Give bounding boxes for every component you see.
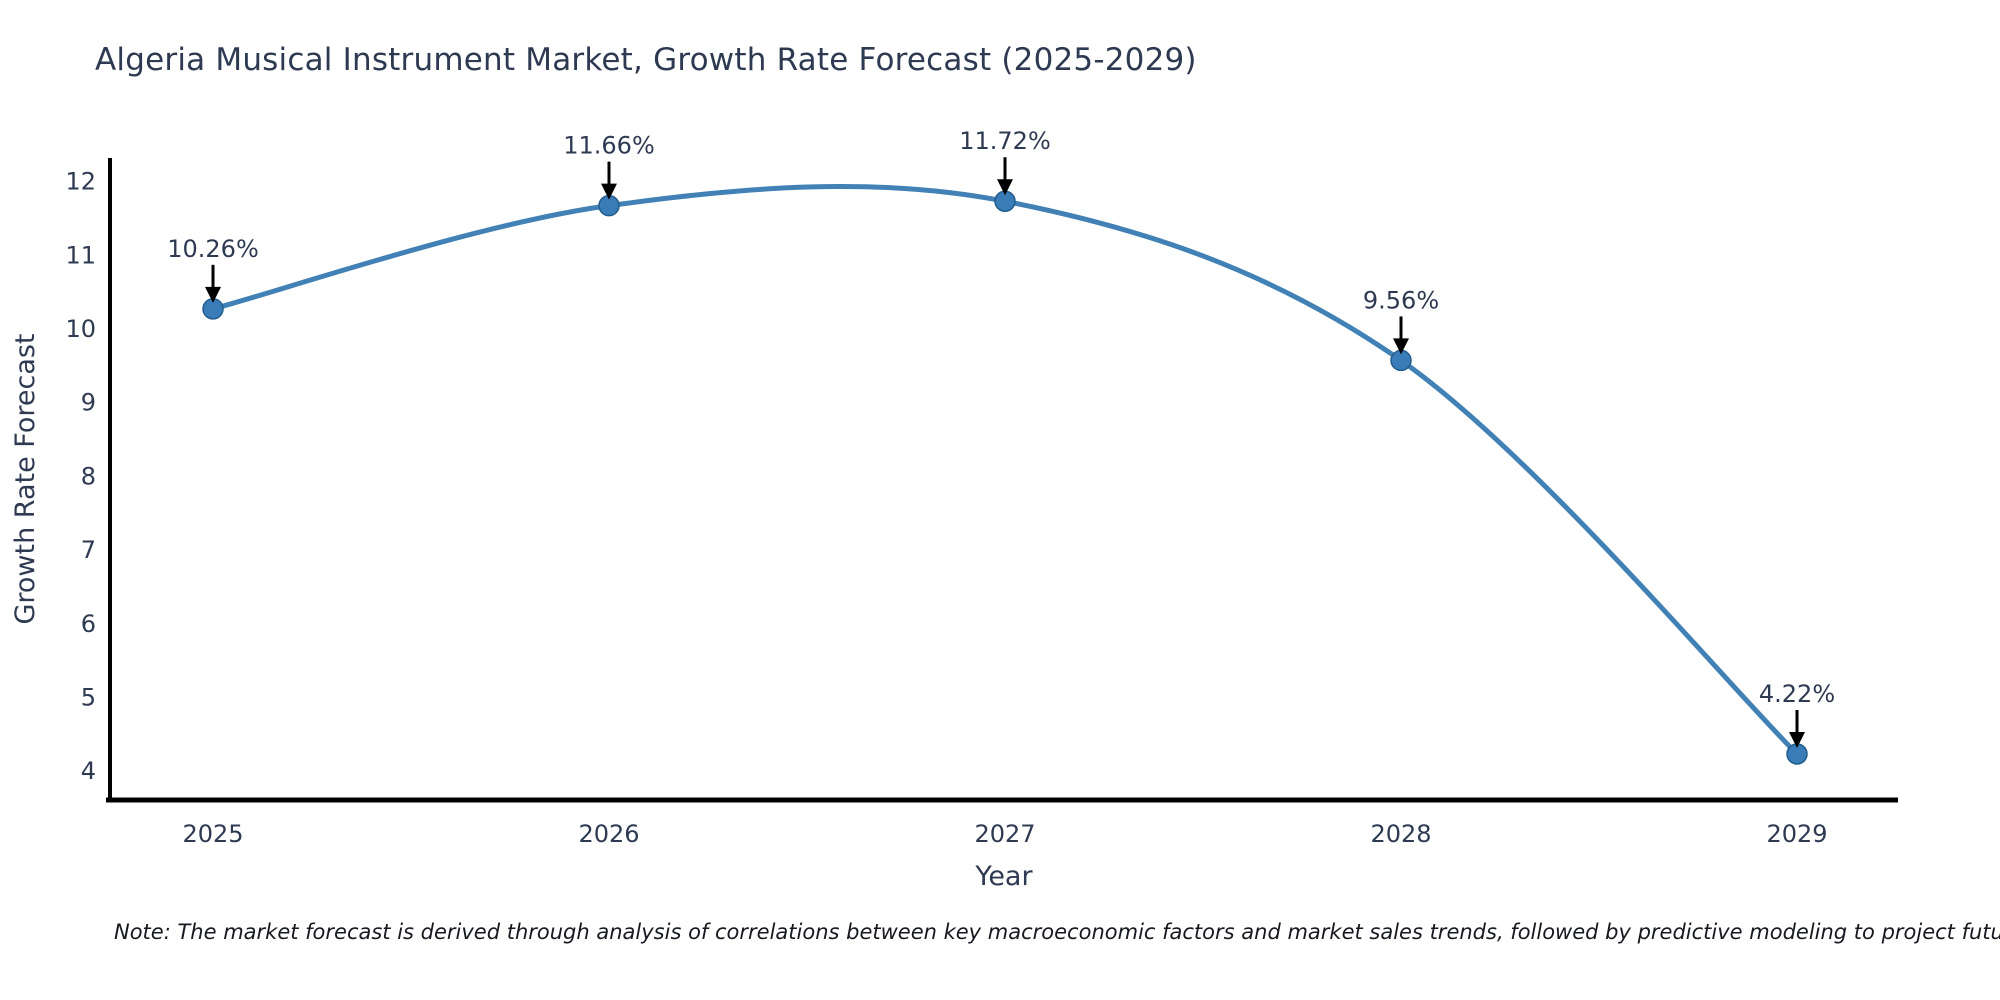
x-tick-label: 2029	[1766, 820, 1827, 848]
y-tick-label: 9	[81, 389, 96, 417]
y-tick-label: 12	[65, 168, 96, 196]
annotation-arrowhead	[1789, 731, 1805, 748]
y-axis-title: Growth Rate Forecast	[10, 333, 41, 624]
annotation-arrowhead	[601, 183, 617, 200]
y-tick-label: 7	[81, 536, 96, 564]
chart-title: Algeria Musical Instrument Market, Growt…	[95, 42, 1197, 78]
x-tick-label: 2028	[1370, 820, 1431, 848]
y-tick-label: 6	[81, 610, 96, 638]
x-tick-label: 2025	[182, 820, 243, 848]
data-point-label-2027: 11.72%	[959, 127, 1051, 155]
x-axis-title: Year	[974, 861, 1033, 892]
y-tick-label: 10	[65, 315, 96, 343]
x-tick-label: 2027	[974, 820, 1035, 848]
data-point-label-2029: 4.22%	[1759, 680, 1835, 708]
footnote: Note: The market forecast is derived thr…	[114, 920, 2000, 944]
x-tick-label: 2026	[578, 820, 639, 848]
data-point-label-2026: 11.66%	[563, 132, 655, 160]
trend-line	[210, 184, 1800, 757]
y-tick-label: 4	[81, 757, 96, 785]
data-point-label-2028: 9.56%	[1363, 286, 1439, 314]
annotation-arrowhead	[997, 179, 1013, 196]
y-tick-label: 5	[81, 684, 96, 712]
data-point-label-2025: 10.26%	[167, 235, 259, 263]
annotation-arrowhead	[1393, 338, 1409, 355]
annotation-arrowhead	[205, 286, 221, 303]
y-tick-label: 11	[65, 241, 96, 269]
y-tick-label: 8	[81, 462, 96, 490]
